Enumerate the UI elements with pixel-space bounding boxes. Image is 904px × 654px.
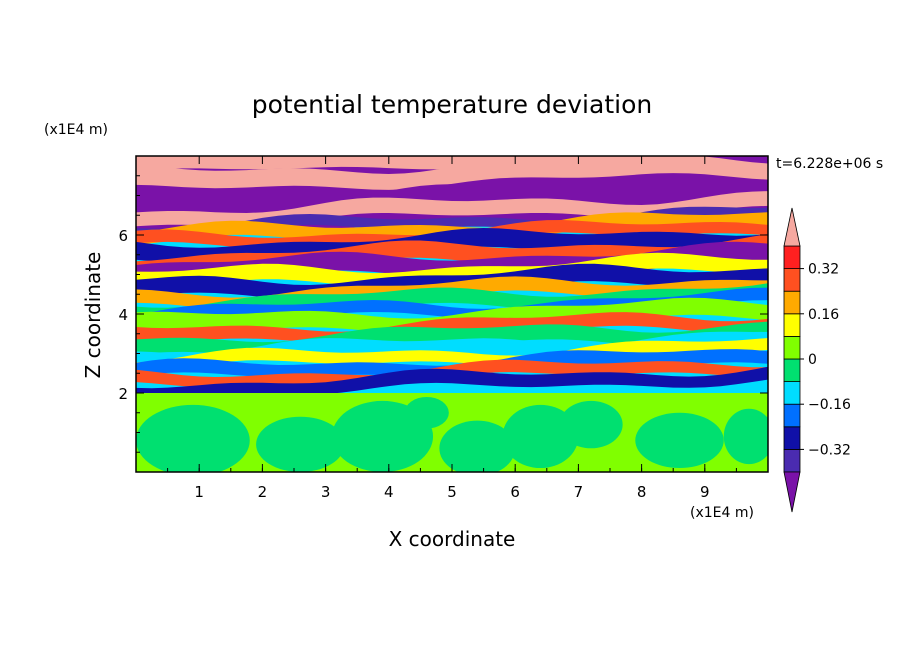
colorbar-swatch [783, 245, 801, 270]
x-tick-label: 2 [258, 483, 268, 501]
contour-blob [559, 400, 623, 449]
colorbar-swatch [783, 268, 801, 292]
contour-bands [136, 156, 768, 472]
colorbar-tick-label: −0.32 [808, 442, 851, 458]
x-tick-label: 9 [700, 483, 710, 501]
colorbar-swatch [783, 426, 801, 450]
colorbar-under-arrow [783, 471, 801, 513]
x-axis-label: X coordinate [389, 527, 516, 551]
colorbar-tick-label: 0 [808, 352, 817, 368]
contour-blob [256, 416, 345, 472]
contour-band [136, 338, 768, 373]
contour-band [136, 156, 768, 190]
colorbar-tick-label: −0.16 [808, 397, 851, 413]
contour-blob [723, 408, 768, 465]
plot-area [136, 156, 768, 472]
chart-title: potential temperature deviation [252, 90, 652, 119]
x-axis: 1 2 3 4 5 6 7 8 9 [167, 156, 737, 501]
contour-blob [635, 412, 724, 469]
contour-band [136, 206, 768, 238]
contour-band [136, 331, 768, 365]
colorbar: −0.32 −0.16 0 0.16 0.32 [783, 207, 851, 513]
x-tick-label: 3 [321, 483, 331, 501]
colorbar-tick-label: 0.32 [808, 262, 839, 278]
contour-band [136, 283, 768, 321]
contour-band [136, 349, 768, 378]
colorbar-swatch [783, 335, 801, 360]
y-axis-label: Z coordinate [81, 252, 105, 379]
colorbar-swatch [783, 381, 801, 405]
colorbar-swatch [783, 448, 801, 473]
contour-band [136, 366, 768, 400]
contour-blob [404, 396, 449, 429]
y-tick-label: 6 [118, 227, 128, 245]
contour-band [136, 263, 768, 300]
colorbar-swatch [783, 403, 801, 428]
x-unit-label: (x1E4 m) [690, 505, 754, 521]
time-label: t=6.228e+06 s [776, 156, 883, 172]
contour-blob [502, 404, 579, 469]
colorbar-tick-label: 0.16 [808, 307, 839, 323]
colorbar-swatch [783, 358, 801, 383]
x-tick-label: 8 [637, 483, 647, 501]
x-tick-label: 6 [510, 483, 520, 501]
x-tick-label: 5 [447, 483, 457, 501]
contour-band [136, 212, 768, 245]
colorbar-swatch [783, 290, 801, 315]
contour-band [136, 312, 768, 343]
colorbar-swatch [783, 313, 801, 337]
contour-band [136, 297, 768, 333]
colorbar-over-arrow [783, 207, 801, 247]
y-tick-label: 2 [118, 385, 128, 403]
y-unit-label: (x1E4 m) [44, 122, 108, 138]
y-axis: 2 4 6 [118, 175, 768, 453]
x-tick-label: 4 [384, 483, 394, 501]
contour-blob [136, 404, 250, 472]
contour-band [136, 252, 768, 287]
contour-blob [439, 420, 516, 472]
contour-blobs [136, 396, 768, 472]
x-tick-label: 1 [194, 483, 204, 501]
y-tick-label: 4 [118, 306, 128, 324]
x-tick-label: 7 [574, 483, 584, 501]
